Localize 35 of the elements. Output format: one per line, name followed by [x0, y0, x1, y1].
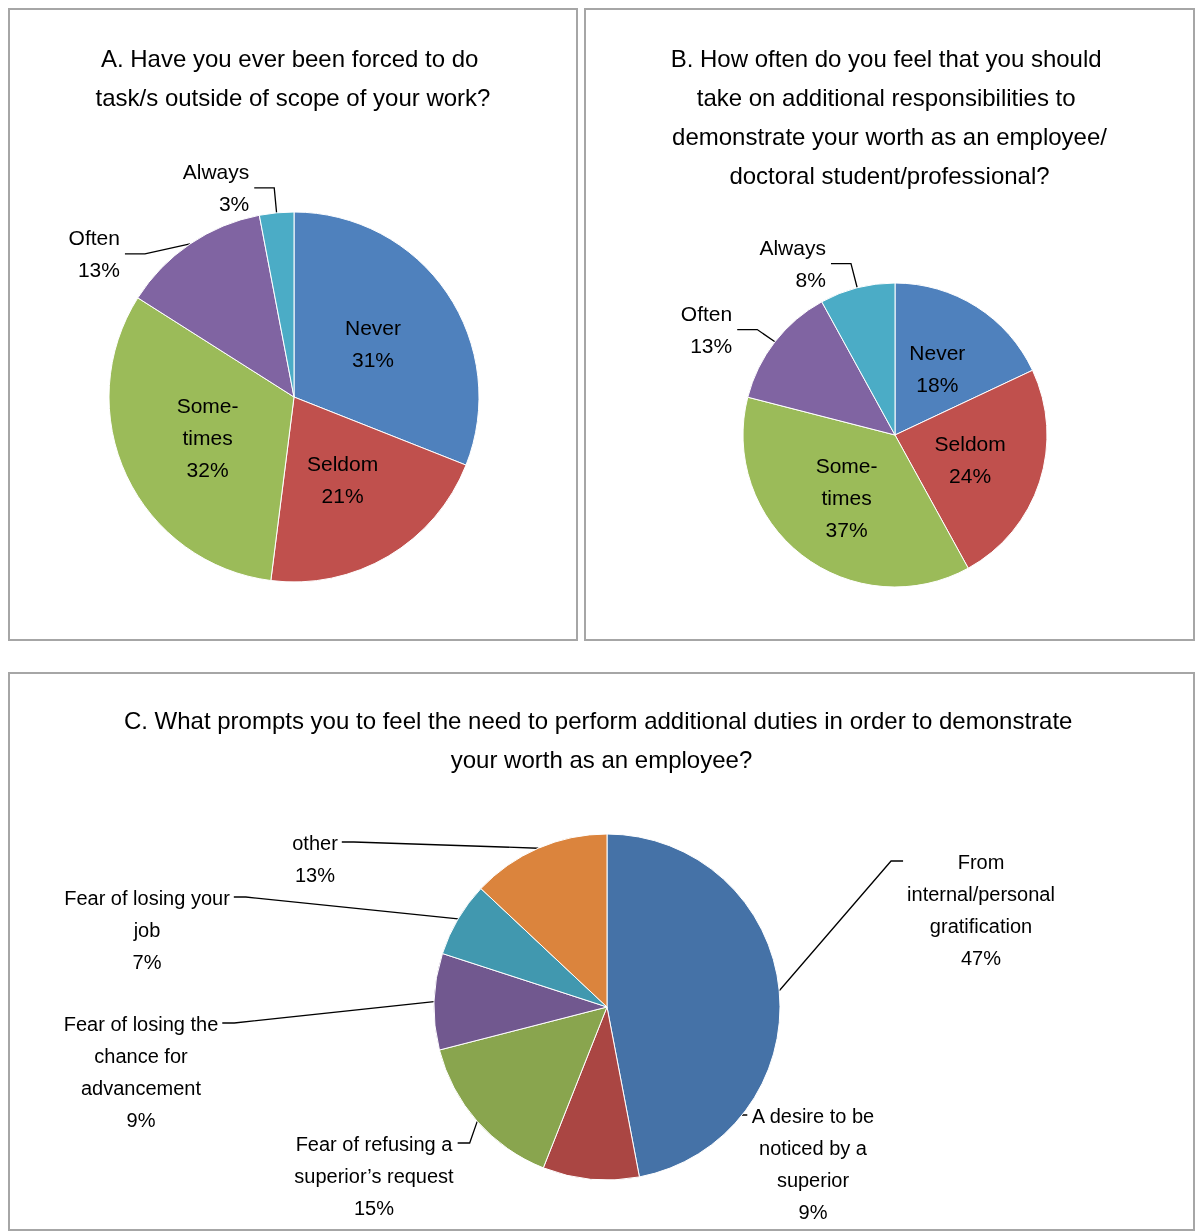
data-label: 13%: [690, 334, 733, 358]
slice-label: Seldom: [307, 451, 379, 475]
slice-label: Never: [909, 340, 966, 364]
data-label: 24%: [949, 463, 992, 487]
slice-label: Some-times: [176, 394, 239, 450]
slice-label: Always: [759, 236, 826, 260]
slice-label: Fear of losing the chance for advancement: [63, 1013, 219, 1099]
data-label: 18%: [916, 372, 959, 396]
data-label: 15%: [353, 1197, 395, 1219]
slice-label: Never: [344, 315, 401, 339]
slice-label: Fear of refusing a superior’s request: [294, 1133, 455, 1187]
data-label: 31%: [351, 347, 394, 371]
data-label: 13%: [294, 864, 336, 886]
data-label: 8%: [795, 268, 826, 292]
chart-title: B. How often do you feel that you should take on additional responsibilities to demonstrate your worth as an employee/doctoral student/professional?: [670, 45, 1109, 189]
data-label: 47%: [960, 947, 1002, 969]
data-label: 9%: [126, 1109, 156, 1131]
data-label: 37%: [825, 517, 868, 541]
data-label: 7%: [132, 951, 162, 973]
slice-label: A desire to be noticed by a superior: [751, 1105, 875, 1191]
chart-title: C. What prompts you to feel the need to perform additional duties in order to demonstrate your worth as an employee?: [123, 707, 1080, 773]
data-label: 21%: [321, 483, 364, 507]
slice-label: Often: [680, 302, 733, 326]
slice-label: Often: [68, 226, 120, 250]
slice-label: Fear of losing your job: [64, 887, 231, 941]
slice-label: Seldom: [934, 431, 1006, 455]
slice-label: Always: [182, 160, 250, 184]
data-label: 9%: [798, 1201, 828, 1223]
data-label: 32%: [186, 458, 229, 482]
slice-label: other: [292, 832, 339, 854]
data-label: 3%: [218, 192, 250, 216]
chart-title: A. Have you ever been forced to do task/s outside of scope of your work?: [95, 45, 491, 111]
data-label: 13%: [77, 258, 120, 282]
slice-label: From internal/personal gratification: [907, 851, 1055, 937]
slice-label: Some-times: [815, 453, 878, 509]
